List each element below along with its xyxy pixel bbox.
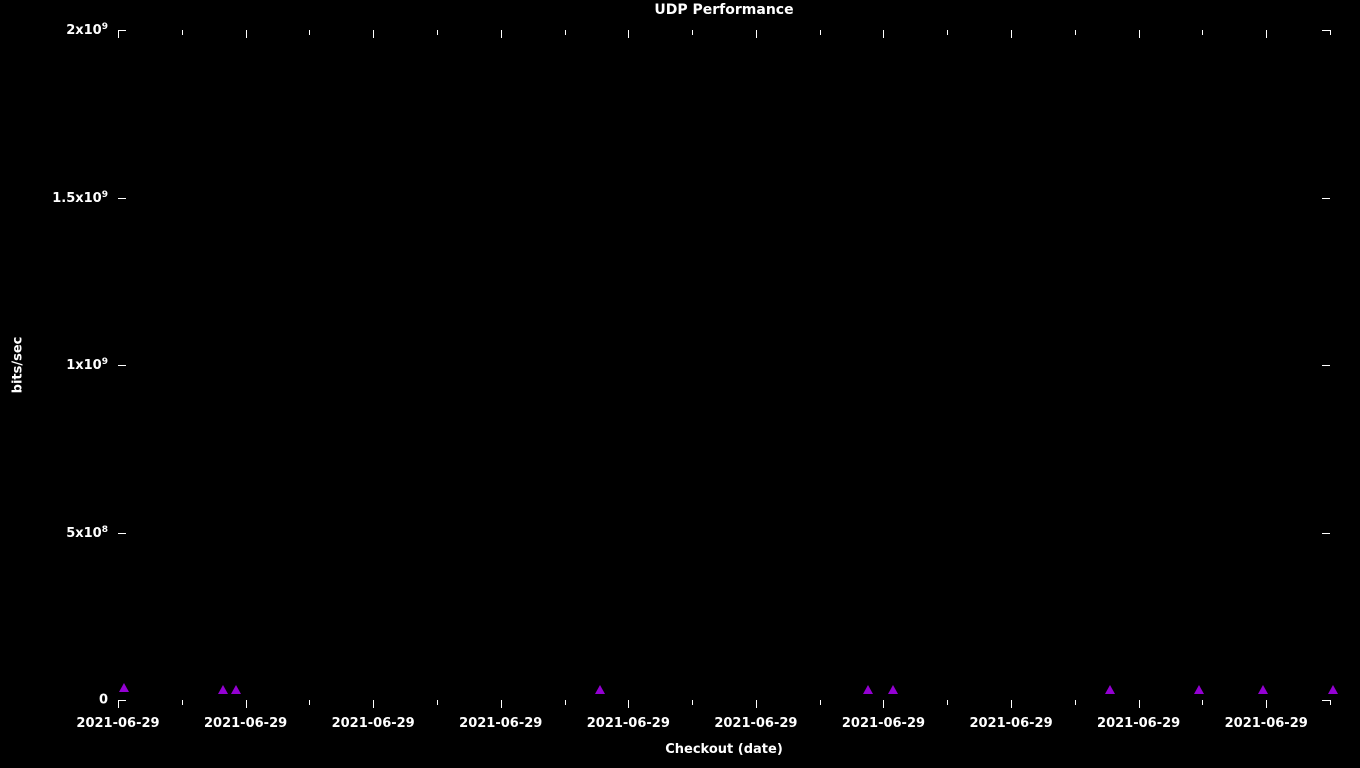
- x-tick-label: 2021-06-29: [714, 716, 797, 731]
- data-point: [888, 685, 898, 694]
- y-tick: [1322, 533, 1330, 534]
- x-tick-major: [246, 30, 247, 38]
- x-tick-major: [373, 30, 374, 38]
- x-tick-minor: [692, 30, 693, 35]
- x-tick-label: 2021-06-29: [1097, 716, 1180, 731]
- x-tick-minor: [1330, 700, 1331, 705]
- x-tick-minor: [1075, 30, 1076, 35]
- x-tick-minor: [947, 700, 948, 705]
- x-tick-minor: [565, 700, 566, 705]
- x-tick-major: [1266, 700, 1267, 708]
- x-tick-major: [118, 30, 119, 38]
- y-tick-label: 1.5x109: [52, 189, 108, 205]
- x-tick-major: [883, 700, 884, 708]
- x-tick-label: 2021-06-29: [1225, 716, 1308, 731]
- data-point: [1258, 685, 1268, 694]
- y-tick-label: 1x109: [66, 357, 108, 373]
- data-point: [863, 685, 873, 694]
- x-tick-label: 2021-06-29: [842, 716, 925, 731]
- y-tick: [1322, 30, 1330, 31]
- x-tick-minor: [947, 30, 948, 35]
- x-tick-minor: [692, 700, 693, 705]
- x-tick-minor: [1202, 30, 1203, 35]
- data-point: [231, 685, 241, 694]
- data-point: [218, 685, 228, 694]
- x-tick-minor: [182, 700, 183, 705]
- y-tick: [118, 533, 126, 534]
- data-point: [1105, 685, 1115, 694]
- x-tick-major: [1266, 30, 1267, 38]
- x-tick-label: 2021-06-29: [204, 716, 287, 731]
- x-tick-minor: [1075, 700, 1076, 705]
- x-tick-minor: [309, 700, 310, 705]
- y-tick: [118, 365, 126, 366]
- y-tick: [1322, 198, 1330, 199]
- x-tick-label: 2021-06-29: [969, 716, 1052, 731]
- y-tick-label: 5x108: [66, 524, 108, 540]
- y-tick: [1322, 700, 1330, 701]
- x-tick-major: [756, 700, 757, 708]
- x-tick-minor: [437, 30, 438, 35]
- udp-performance-chart: UDP Performance bits/sec Checkout (date)…: [0, 0, 1360, 768]
- data-point: [119, 683, 129, 692]
- y-tick: [118, 700, 126, 701]
- x-tick-label: 2021-06-29: [459, 716, 542, 731]
- x-tick-major: [501, 700, 502, 708]
- x-tick-major: [118, 700, 119, 708]
- x-tick-minor: [1202, 700, 1203, 705]
- x-tick-label: 2021-06-29: [332, 716, 415, 731]
- y-tick: [118, 30, 126, 31]
- x-tick-minor: [182, 30, 183, 35]
- x-tick-major: [1011, 700, 1012, 708]
- x-tick-minor: [565, 30, 566, 35]
- x-axis-label: Checkout (date): [665, 742, 783, 757]
- y-tick: [1322, 365, 1330, 366]
- x-tick-minor: [820, 700, 821, 705]
- y-axis-label: bits/sec: [11, 337, 26, 394]
- x-tick-label: 2021-06-29: [587, 716, 670, 731]
- x-tick-major: [501, 30, 502, 38]
- x-tick-major: [756, 30, 757, 38]
- x-tick-minor: [437, 700, 438, 705]
- x-tick-label: 2021-06-29: [76, 716, 159, 731]
- x-tick-major: [1011, 30, 1012, 38]
- data-point: [1194, 685, 1204, 694]
- x-tick-major: [883, 30, 884, 38]
- x-tick-minor: [820, 30, 821, 35]
- x-tick-major: [1139, 700, 1140, 708]
- data-point: [1328, 685, 1338, 694]
- y-tick-label: 2x109: [66, 22, 108, 38]
- x-tick-major: [1139, 30, 1140, 38]
- x-tick-major: [628, 30, 629, 38]
- y-tick: [118, 198, 126, 199]
- y-tick-label: 0: [99, 693, 108, 708]
- data-point: [595, 685, 605, 694]
- x-tick-major: [373, 700, 374, 708]
- x-tick-major: [246, 700, 247, 708]
- x-tick-minor: [309, 30, 310, 35]
- x-tick-major: [628, 700, 629, 708]
- x-tick-minor: [1330, 30, 1331, 35]
- chart-title: UDP Performance: [654, 2, 793, 18]
